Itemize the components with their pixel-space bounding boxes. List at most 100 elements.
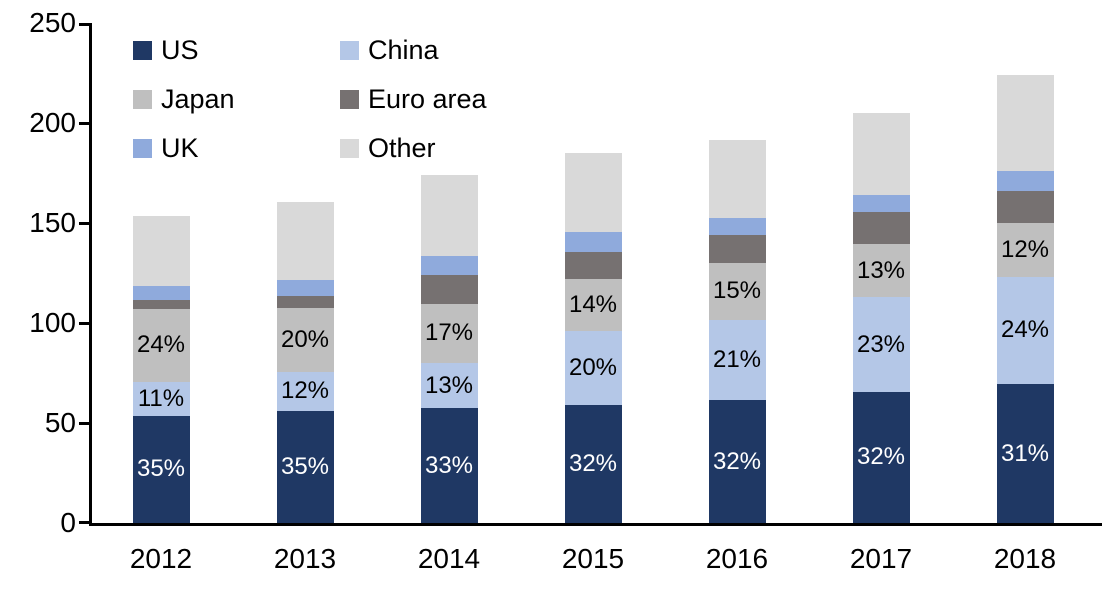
bar-segment-euro-area bbox=[276, 296, 334, 308]
bar-segment-china: 20% bbox=[564, 330, 622, 405]
bar-segment-euro-area bbox=[132, 299, 190, 309]
segment-percent-label: 31% bbox=[1000, 439, 1050, 467]
bar-segment-japan: 24% bbox=[132, 308, 190, 383]
y-axis-tick bbox=[79, 421, 89, 425]
bar-segment-uk bbox=[276, 280, 334, 297]
y-axis-tick bbox=[79, 23, 89, 26]
segment-percent-label: 32% bbox=[856, 443, 906, 471]
bar-segment-china: 13% bbox=[420, 363, 478, 409]
segment-percent-label: 13% bbox=[424, 371, 474, 399]
y-axis-label: 250 bbox=[29, 7, 76, 38]
legend-swatch-icon bbox=[133, 139, 152, 158]
segment-percent-label: 12% bbox=[280, 377, 330, 405]
bar-group-2017: 32% 23% 13% bbox=[852, 113, 910, 523]
legend-item-uk: UK bbox=[133, 124, 340, 173]
bar-segment-china: 24% bbox=[996, 276, 1054, 385]
segment-percent-label: 13% bbox=[856, 256, 906, 284]
bar-segment-uk bbox=[132, 285, 190, 300]
legend-label: US bbox=[161, 35, 199, 65]
bar-segment-other bbox=[276, 202, 334, 281]
bar-segment-other bbox=[708, 140, 766, 218]
x-axis-label: 2013 bbox=[273, 543, 337, 574]
bar-segment-japan: 12% bbox=[996, 222, 1054, 277]
bar-segment-us: 35% bbox=[276, 410, 334, 523]
legend-swatch-icon bbox=[133, 90, 152, 109]
y-axis-tick bbox=[79, 321, 89, 325]
bar-segment-japan: 13% bbox=[852, 244, 910, 298]
legend-swatch-icon bbox=[133, 41, 152, 60]
bar-segment-euro-area bbox=[708, 235, 766, 263]
legend-label: Japan bbox=[161, 84, 235, 114]
bar-segment-euro-area bbox=[996, 191, 1054, 223]
legend-swatch-icon bbox=[340, 139, 359, 158]
x-axis-label: 2016 bbox=[705, 543, 769, 574]
bar-segment-us: 31% bbox=[996, 384, 1054, 523]
bar-segment-china: 12% bbox=[276, 372, 334, 411]
bar-segment-us: 32% bbox=[708, 400, 766, 523]
bar-segment-china: 11% bbox=[132, 382, 190, 416]
bar-segment-us: 35% bbox=[132, 415, 190, 523]
bar-segment-uk bbox=[420, 255, 478, 275]
bar-segment-uk bbox=[996, 171, 1054, 192]
bar-group-2015: 32% 20% 14% bbox=[564, 153, 622, 523]
bar-segment-uk bbox=[564, 232, 622, 253]
y-axis-tick bbox=[79, 121, 89, 125]
legend-item-us: US bbox=[133, 26, 340, 75]
bar-group-2016: 32% 21% 15% bbox=[708, 140, 766, 523]
segment-percent-label: 12% bbox=[1000, 235, 1050, 263]
segment-percent-label: 33% bbox=[424, 451, 474, 479]
legend-label: Euro area bbox=[368, 84, 487, 114]
bar-segment-us: 32% bbox=[564, 404, 622, 523]
bar-group-2012: 35% 11% 24% bbox=[132, 215, 190, 523]
legend: US China Japan Euro area UK Other bbox=[133, 26, 487, 173]
bar-segment-other bbox=[996, 75, 1054, 172]
bar-segment-china: 21% bbox=[708, 320, 766, 401]
legend-label: China bbox=[368, 35, 439, 65]
y-axis-label: 50 bbox=[44, 407, 76, 438]
bar-group-2018: 31% 24% 12% bbox=[996, 75, 1054, 523]
x-axis-label: 2018 bbox=[993, 543, 1057, 574]
bar-segment-other bbox=[132, 215, 190, 286]
y-axis-label: 100 bbox=[29, 307, 76, 338]
bar-segment-other bbox=[564, 153, 622, 233]
bar-segment-other bbox=[852, 113, 910, 196]
bar-segment-euro-area bbox=[420, 274, 478, 304]
bar-segment-japan: 20% bbox=[276, 307, 334, 373]
bar-segment-uk bbox=[852, 195, 910, 213]
x-axis-label: 2012 bbox=[129, 543, 193, 574]
y-axis-tick bbox=[79, 221, 89, 225]
legend-label: Other bbox=[368, 133, 436, 163]
legend-item-other: Other bbox=[340, 124, 487, 173]
legend-item-euro-area: Euro area bbox=[340, 75, 487, 124]
segment-percent-label: 14% bbox=[568, 290, 618, 318]
x-axis-label: 2015 bbox=[561, 543, 625, 574]
segment-percent-label: 20% bbox=[568, 353, 618, 381]
y-axis-label: 0 bbox=[60, 507, 76, 538]
legend-swatch-icon bbox=[340, 90, 359, 109]
segment-percent-label: 35% bbox=[136, 455, 186, 483]
segment-percent-label: 24% bbox=[136, 331, 186, 359]
legend-item-japan: Japan bbox=[133, 75, 340, 124]
bar-segment-us: 32% bbox=[852, 391, 910, 523]
bar-segment-japan: 17% bbox=[420, 303, 478, 364]
legend-item-china: China bbox=[340, 26, 487, 75]
bar-group-2014: 33% 13% 17% bbox=[420, 175, 478, 523]
y-axis-tick bbox=[79, 521, 89, 524]
segment-percent-label: 15% bbox=[712, 277, 762, 305]
bar-segment-japan: 14% bbox=[564, 279, 622, 331]
segment-percent-label: 21% bbox=[712, 346, 762, 374]
segment-percent-label: 17% bbox=[424, 319, 474, 347]
y-axis-label: 200 bbox=[29, 107, 76, 138]
segment-percent-label: 24% bbox=[1000, 316, 1050, 344]
segment-percent-label: 20% bbox=[280, 325, 330, 353]
segment-percent-label: 11% bbox=[137, 385, 185, 413]
segment-percent-label: 35% bbox=[280, 452, 330, 480]
segment-percent-label: 23% bbox=[856, 330, 906, 358]
bar-segment-uk bbox=[708, 217, 766, 236]
bar-segment-euro-area bbox=[564, 252, 622, 280]
bar-segment-other bbox=[420, 175, 478, 256]
bar-segment-china: 23% bbox=[852, 297, 910, 392]
legend-label: UK bbox=[161, 133, 199, 163]
x-axis-label: 2017 bbox=[849, 543, 913, 574]
